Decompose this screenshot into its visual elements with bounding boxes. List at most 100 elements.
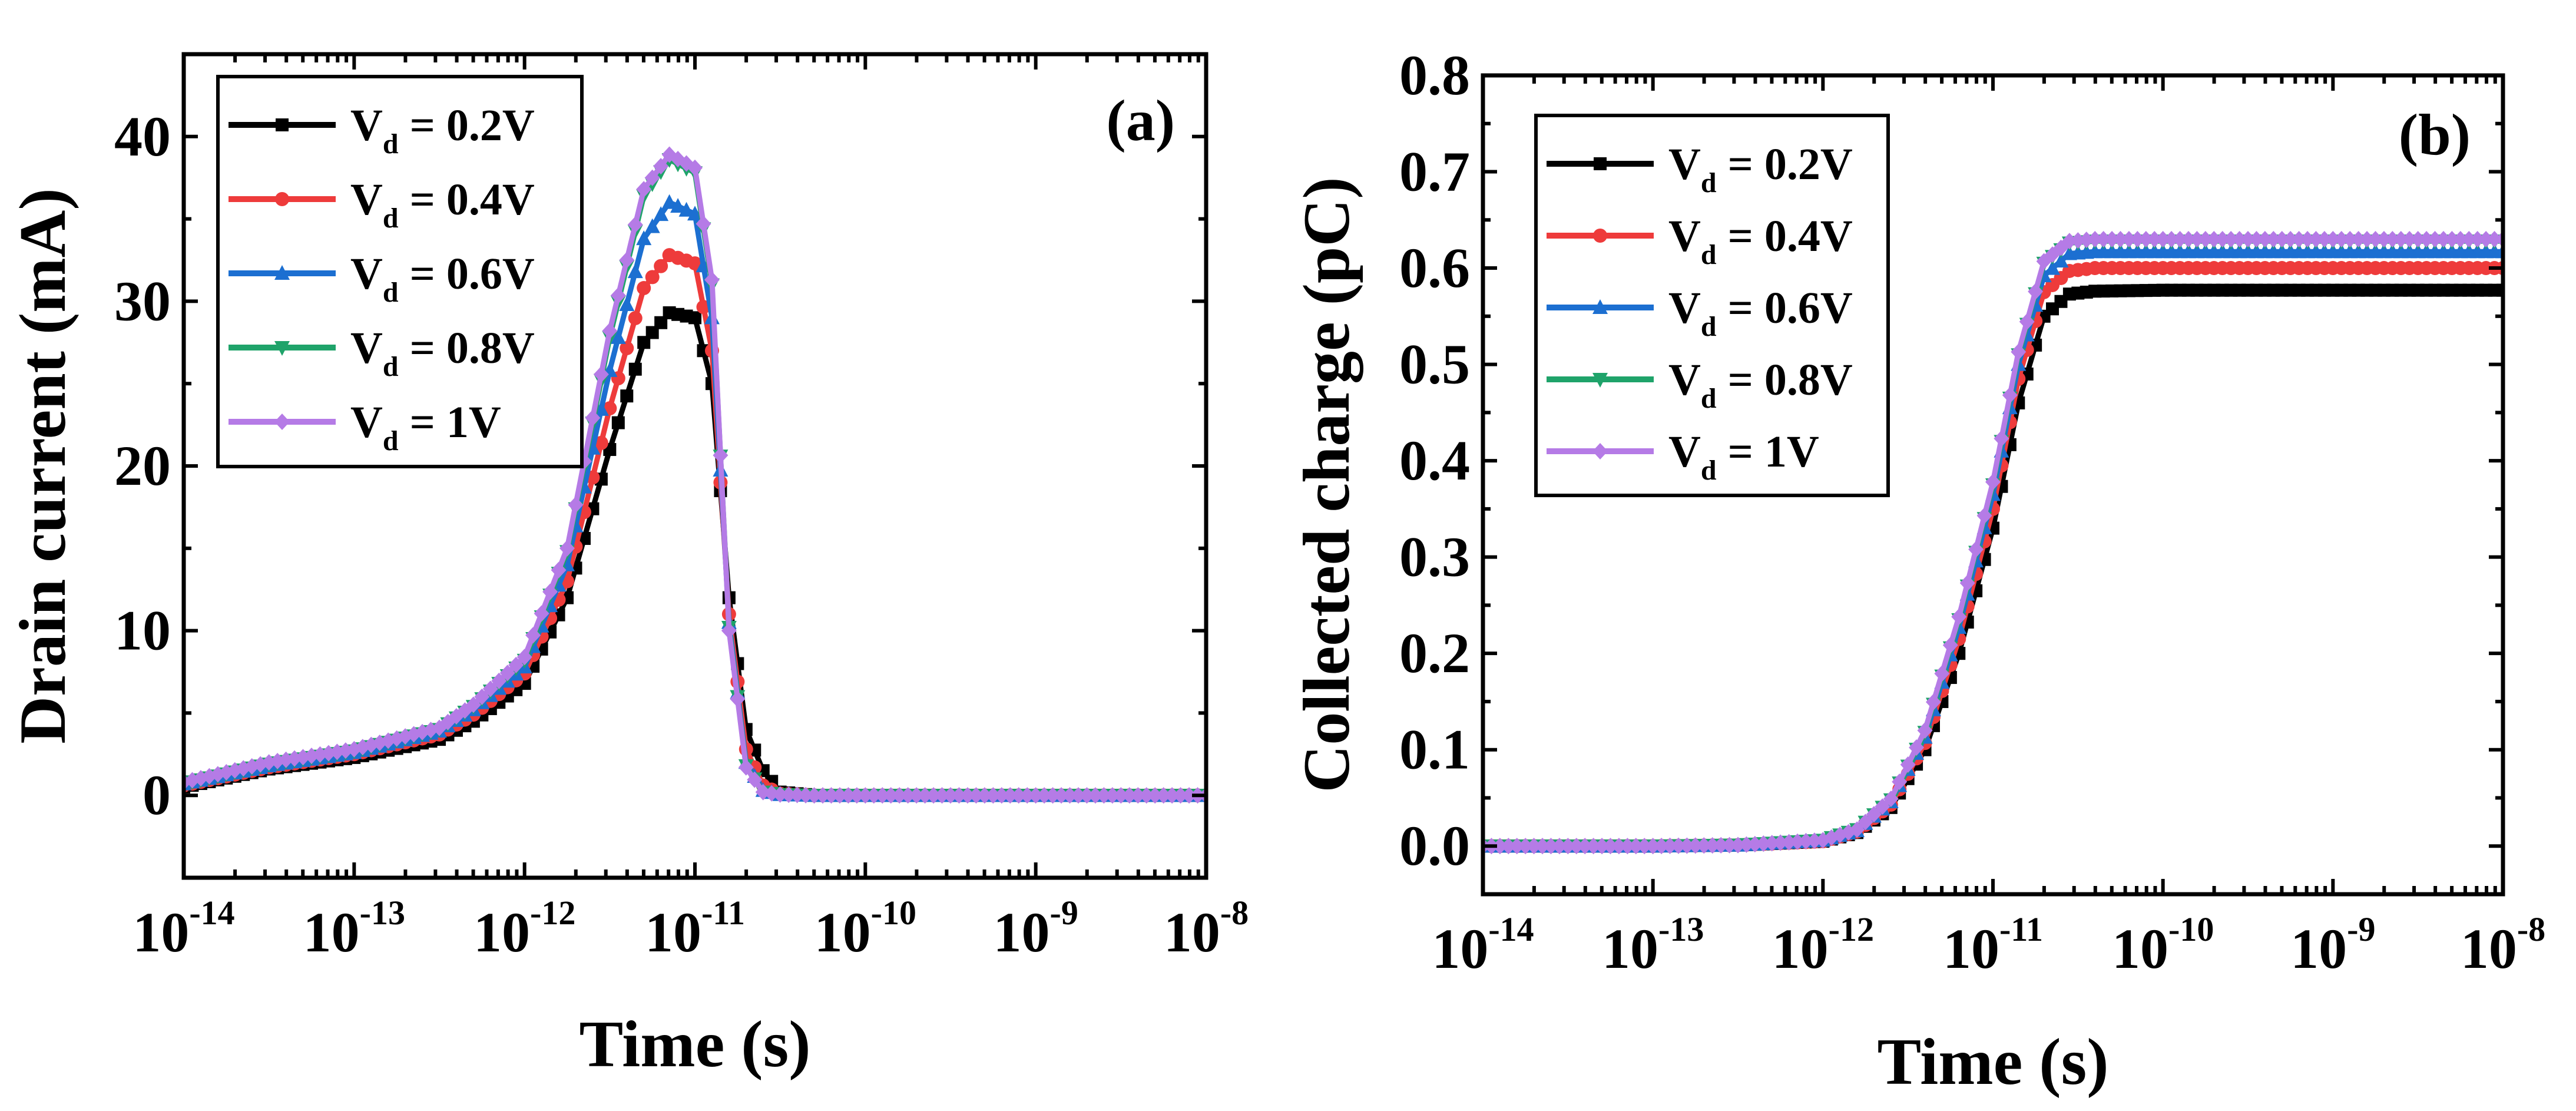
data-point: [653, 206, 669, 221]
x-tick-label: 10-14: [133, 894, 234, 964]
data-point: [594, 435, 608, 450]
data-point: [1028, 787, 1044, 804]
data-point: [2461, 231, 2477, 247]
data-point: [1147, 787, 1163, 804]
data-point: [1611, 838, 1627, 855]
data-point: [1968, 541, 1984, 558]
data-point: [1781, 834, 1797, 851]
data-point: [1155, 787, 1171, 804]
data-point: [2019, 313, 2035, 330]
x-tick-label: 10-11: [1943, 910, 2043, 980]
data-point: [1096, 787, 1112, 804]
x-tick-label: 10-9: [2290, 910, 2375, 980]
data-point: [1071, 787, 1086, 804]
y-tick-label: 0: [143, 763, 171, 826]
data-point: [832, 787, 847, 804]
data-point: [2266, 231, 2282, 247]
data-point: [1551, 838, 1567, 855]
data-point: [951, 787, 967, 804]
x-tick-label: 10-13: [1602, 910, 1704, 980]
data-point: [1849, 821, 1865, 838]
data-point: [1806, 832, 1822, 849]
data-point: [994, 787, 1009, 804]
data-point: [909, 787, 925, 804]
data-point: [1121, 787, 1137, 804]
data-point: [1662, 837, 1678, 854]
data-point: [1696, 837, 1712, 854]
data-point: [2155, 231, 2171, 247]
data-point: [2104, 231, 2120, 247]
x-tick-label: 10-13: [303, 894, 405, 964]
data-point: [482, 680, 498, 697]
data-point: [620, 341, 634, 356]
data-point: [1543, 838, 1559, 855]
x-tick-label: 10-9: [994, 894, 1078, 964]
legend-label: Vd = 0.4V: [1668, 211, 1853, 270]
legend-marker: [1593, 229, 1607, 243]
data-point: [2028, 283, 2044, 300]
data-point: [2274, 231, 2290, 247]
y-tick-label: 0.6: [1399, 236, 1470, 299]
data-point: [1773, 834, 1789, 851]
data-point: [1730, 836, 1746, 854]
data-point: [2478, 231, 2494, 247]
data-point: [2061, 233, 2077, 250]
data-point: [1976, 507, 1992, 524]
data-point: [2240, 231, 2256, 247]
data-point: [2385, 231, 2400, 247]
data-point: [1892, 773, 1908, 791]
data-point: [2342, 231, 2358, 247]
data-point: [2333, 231, 2349, 247]
data-point: [2410, 231, 2426, 247]
data-point: [1670, 837, 1686, 854]
y-tick-label: 0.7: [1399, 140, 1470, 203]
data-point: [1535, 838, 1551, 855]
data-point: [1704, 837, 1720, 854]
legend-item: Vd = 0.8V: [229, 323, 535, 382]
data-point: [2496, 283, 2503, 297]
data-point: [688, 311, 701, 325]
y-tick-label: 0.3: [1399, 525, 1470, 588]
data-point: [934, 787, 950, 804]
legend-label: Vd = 0.8V: [350, 323, 535, 382]
data-point: [1637, 838, 1653, 855]
legend-item: Vd = 0.2V: [229, 101, 535, 160]
data-point: [1019, 787, 1035, 804]
data-point: [2469, 231, 2485, 247]
data-point: [713, 447, 729, 464]
data-point: [2206, 231, 2222, 247]
series-group: [184, 146, 1206, 804]
data-point: [2078, 232, 2094, 249]
data-point: [823, 787, 839, 804]
data-point: [2444, 231, 2460, 247]
data-point: [2197, 231, 2213, 247]
data-point: [1087, 787, 1103, 804]
y-axis-label: Collected charge (pC): [1290, 177, 1363, 792]
data-point: [2486, 231, 2502, 247]
data-point: [534, 605, 549, 622]
data-point: [1900, 756, 1916, 773]
data-point: [627, 263, 643, 279]
data-point: [1866, 806, 1882, 823]
data-point: [2291, 231, 2307, 247]
data-point: [1739, 836, 1754, 853]
data-point: [585, 409, 601, 426]
data-point: [620, 389, 634, 403]
data-point: [654, 316, 668, 329]
data-point: [1164, 787, 1180, 804]
legend-label: Vd = 0.6V: [1668, 283, 1853, 342]
data-point: [610, 329, 626, 344]
data-point: [2359, 231, 2375, 247]
legend-label: Vd = 1V: [1668, 427, 1819, 486]
data-point: [2452, 231, 2468, 247]
data-point: [2257, 231, 2273, 247]
legend-marker: [1592, 299, 1608, 314]
data-point: [661, 194, 677, 209]
data-point: [1721, 836, 1737, 854]
data-point: [627, 216, 643, 233]
data-point: [2121, 231, 2137, 247]
legend-item: Vd = 0.4V: [229, 175, 535, 234]
data-point: [857, 787, 873, 804]
chart-panel-a: 10-14 10-13 10-12 10-11 10-10 10-9 10-8 0 10 20 30…: [6, 52, 1249, 1081]
